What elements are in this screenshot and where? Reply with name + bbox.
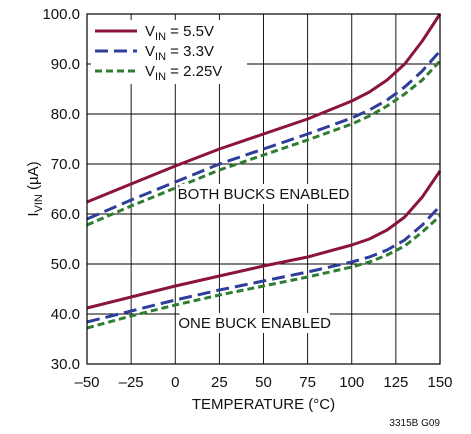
x-tick-label: 150 (427, 374, 452, 391)
x-axis-label: TEMPERATURE (°C) (192, 396, 335, 413)
y-tick-label: 70.0 (51, 156, 80, 173)
series-lines (86, 13, 442, 330)
y-tick-label: 60.0 (51, 206, 80, 223)
y-axis-label-unit: (µA) (25, 161, 42, 194)
y-tick-label: 100.0 (42, 6, 80, 23)
y-tick-label: 50.0 (51, 256, 80, 273)
legend-label-sub: IN (155, 71, 166, 83)
legend-label-main: V (145, 43, 155, 60)
annotation-both-bucks-background (179, 184, 348, 204)
annotation-one-buck-background (179, 313, 330, 333)
legend-label-rest: = 5.5V (166, 23, 214, 40)
y-axis-label-sub: VIN (33, 194, 45, 212)
y-tick-label: 90.0 (51, 56, 80, 73)
annotation-one-buck-enabled: ONE BUCK ENABLED (178, 315, 331, 332)
legend-label-rest: = 3.3V (166, 43, 214, 60)
series-line-one-5 (86, 214, 442, 330)
series-line-one-3 (86, 170, 442, 310)
y-axis-label-main: I (25, 212, 42, 216)
legend-label-sub: IN (155, 51, 166, 63)
x-tick-label: –50 (74, 374, 99, 391)
x-tick-label: 100 (339, 374, 364, 391)
annotation-both-bucks-enabled: BOTH BUCKS ENABLED (178, 186, 350, 203)
legend-label: VIN = 3.3V (145, 43, 214, 63)
y-axis-label: IVIN (µA) (25, 161, 45, 216)
legend-label: VIN = 5.5V (145, 23, 214, 43)
figure-code: 3315B G09 (389, 418, 440, 429)
legend-label-sub: IN (155, 31, 166, 43)
y-tick-label: 30.0 (51, 356, 80, 373)
x-tick-label: 125 (383, 374, 408, 391)
x-tick-label: 25 (211, 374, 228, 391)
x-tick-label: 75 (299, 374, 316, 391)
y-tick-label: 80.0 (51, 106, 80, 123)
legend-label-main: V (145, 63, 155, 80)
x-tick-label: –25 (119, 374, 144, 391)
x-tick-label: 50 (255, 374, 272, 391)
x-tick-labels: –50 –25 0 25 50 75 100 125 150 (74, 374, 452, 391)
series-line-both-0 (86, 13, 442, 204)
series-line-one-4 (86, 204, 442, 324)
legend-label-main: V (145, 23, 155, 40)
x-tick-label: 0 (171, 374, 179, 391)
legend-label-rest: = 2.25V (166, 63, 222, 80)
y-tick-label: 40.0 (51, 306, 80, 323)
series-line-both-1 (86, 50, 442, 221)
plot-frame (86, 13, 441, 365)
y-tick-labels: 30.0 40.0 50.0 60.0 70.0 80.0 90.0 100.0 (42, 6, 80, 373)
legend-label: VIN = 2.25V (145, 63, 222, 83)
